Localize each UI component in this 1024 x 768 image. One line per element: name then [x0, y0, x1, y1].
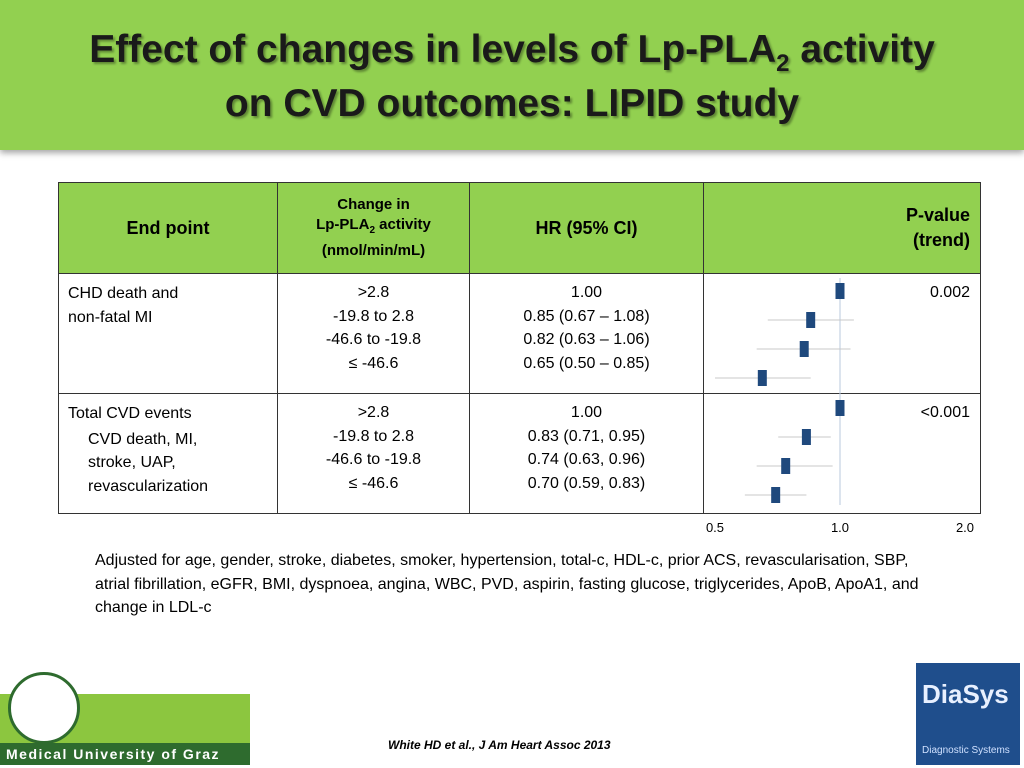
- x-tick-label: 0.5: [706, 520, 724, 535]
- results-table: End point Change in Lp-PLA2 activity (nm…: [58, 182, 981, 514]
- hr-text: 0.74 (0.63, 0.96): [527, 451, 646, 468]
- header-cell: HR (95% CI): [469, 182, 704, 274]
- endpoint-text: CHD death and: [68, 285, 179, 302]
- x-tick-label: 2.0: [956, 520, 974, 535]
- title-sub: 2: [776, 49, 790, 77]
- hr-text: 0.85 (0.67 – 1.08): [523, 307, 650, 325]
- endpoint-text: CVD death, MI,: [88, 430, 198, 448]
- endpoint-text: non-fatal MI: [68, 308, 153, 326]
- endpoint-text: stroke, UAP,: [88, 454, 176, 471]
- header-text: P-value: [905, 205, 970, 225]
- change-text: >2.8: [357, 404, 390, 421]
- hr-marker: [771, 487, 781, 503]
- hr-marker: [799, 341, 809, 357]
- header-text: activity: [375, 216, 431, 233]
- change-text: ≤ -46.6: [348, 354, 399, 372]
- header-text: Lp-PLA2 activity: [278, 215, 469, 241]
- header-text: Lp-PLA: [316, 216, 370, 233]
- hr-marker: [835, 283, 845, 299]
- left-logo: Medical University of Graz: [0, 672, 250, 765]
- title-band: [0, 0, 1024, 150]
- hr-marker: [806, 312, 816, 328]
- change-text: -19.8 to 2.8: [333, 427, 414, 445]
- pvalue-text: <0.001: [920, 404, 970, 421]
- endpoint-text: Total CVD events: [68, 405, 192, 422]
- right-logo: DiaSys Diagnostic Systems: [916, 663, 1020, 765]
- hr-text: 0.83 (0.71, 0.95): [527, 427, 646, 445]
- logo-text: Medical University of Graz: [6, 746, 221, 762]
- hr-text: 0.70 (0.59, 0.83): [527, 474, 646, 492]
- header-text: (nmol/min/mL): [321, 242, 426, 259]
- change-text: >2.8: [357, 284, 390, 301]
- title-text: activity: [789, 28, 935, 71]
- footnote: Adjusted for age, gender, stroke, diabet…: [95, 552, 919, 616]
- change-text: ≤ -46.6: [348, 474, 399, 492]
- header-cell: Change in Lp-PLA2 activity (nmol/min/mL): [277, 182, 470, 274]
- citation: White HD et al., J Am Heart Assoc 2013: [388, 738, 611, 752]
- header-text: Change in: [337, 196, 410, 213]
- table-row: Total CVD events CVD death, MI, stroke, UA…: [58, 393, 981, 514]
- hr-cell: 1.00 0.83 (0.71, 0.95) 0.74 (0.63, 0.96) 0.…: [469, 393, 704, 514]
- header-sub: 2: [369, 225, 375, 236]
- header-text: (trend): [913, 230, 970, 250]
- hr-marker: [801, 429, 811, 445]
- change-text: -19.8 to 2.8: [333, 307, 414, 325]
- endpoint-cell: Total CVD events CVD death, MI, stroke, UA…: [58, 393, 278, 514]
- change-text: -46.6 to -19.8: [325, 331, 422, 348]
- header-cell: P-value (trend): [703, 182, 981, 274]
- change-text: -46.6 to -19.8: [325, 451, 422, 468]
- change-cell: >2.8 -19.8 to 2.8 -46.6 to -19.8 ≤ -46.6: [277, 393, 470, 514]
- logo-text: DiaSys: [922, 679, 1009, 709]
- change-cell: >2.8 -19.8 to 2.8 -46.6 to -19.8 ≤ -46.6: [277, 273, 470, 394]
- hr-cell: 1.00 0.85 (0.67 – 1.08) 0.82 (0.63 – 1.06)…: [469, 273, 704, 394]
- hr-text: 0.82 (0.63 – 1.06): [523, 331, 650, 348]
- hr-marker: [835, 400, 845, 416]
- x-tick-label: 1.0: [831, 520, 849, 535]
- logo-seal: [8, 672, 80, 744]
- endpoint-text: revascularization: [88, 477, 209, 495]
- hr-marker: [781, 458, 791, 474]
- endpoint-sub: CVD death, MI, stroke, UAP, revascularizat…: [68, 428, 277, 499]
- hr-marker: [757, 370, 767, 386]
- title-line: Effect of changes in levels of Lp-PLA2 a…: [0, 28, 1024, 78]
- hr-text: 0.65 (0.50 – 0.85): [523, 354, 650, 372]
- title-line: on CVD outcomes: LIPID study: [224, 82, 800, 125]
- pvalue-text: 0.002: [929, 284, 970, 301]
- hr-text: 1.00: [570, 284, 603, 301]
- title-text: Effect of changes in levels of Lp-PLA: [89, 28, 777, 71]
- endpoint-cell: CHD death and non-fatal MI: [58, 273, 278, 394]
- logo-text: Diagnostic Systems: [922, 745, 1010, 756]
- hr-text: 1.00: [570, 404, 603, 421]
- logo-strip: [0, 743, 250, 765]
